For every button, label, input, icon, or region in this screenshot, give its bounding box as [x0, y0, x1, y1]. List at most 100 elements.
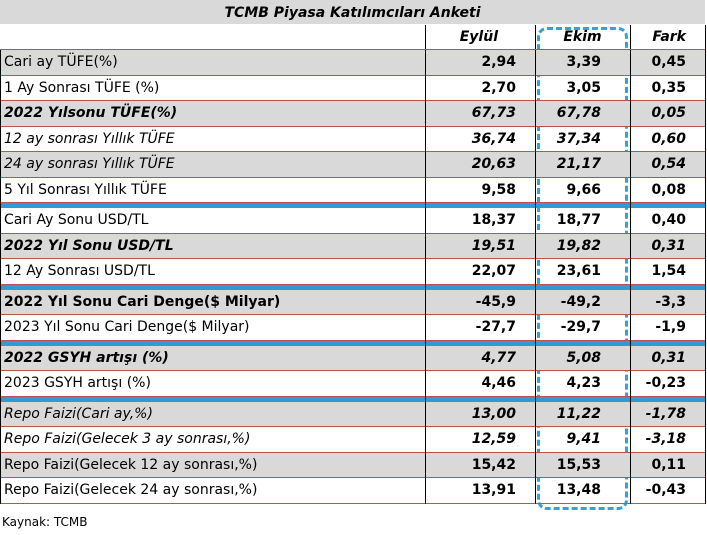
cell-value: 9,41	[566, 431, 601, 447]
cell-value: 0,40	[651, 212, 686, 228]
cell-value: 21,17	[556, 156, 601, 172]
cell-value: -3,18	[645, 431, 686, 447]
cell-value: 0,05	[651, 105, 686, 121]
row-label: 2022 Yılsonu TÜFE(%)	[4, 105, 178, 121]
cell-value: 0,11	[651, 456, 686, 473]
column-border	[535, 25, 536, 504]
column-border	[0, 50, 1, 504]
cell-value: -0,43	[645, 482, 686, 498]
cell-value: 67,73	[471, 105, 516, 121]
table-row	[0, 208, 705, 234]
cell-value: 2,70	[481, 79, 516, 96]
row-label: 1 Ay Sonrası TÜFE (%)	[4, 79, 160, 96]
column-header: Eylül	[459, 29, 498, 45]
row-label: Repo Faizi(Gelecek 24 ay sonrası,%)	[4, 482, 258, 498]
cell-value: 18,77	[556, 212, 601, 228]
row-label: 12 ay sonrası Yıllık TÜFE	[4, 130, 175, 147]
title: TCMB Piyasa Katılımcıları Anketi	[224, 5, 481, 21]
cell-value: 0,35	[651, 79, 686, 96]
cell-value: 19,82	[556, 237, 601, 254]
table-row	[0, 152, 705, 178]
cell-value: -1,78	[645, 405, 686, 422]
row-label: 2023 GSYH artışı (%)	[4, 375, 151, 391]
cell-value: 15,42	[471, 456, 516, 473]
cell-value: 1,54	[651, 263, 686, 279]
cell-value: 0,45	[651, 54, 686, 70]
row-label: 2022 Yıl Sonu Cari Denge($ Milyar)	[4, 293, 281, 310]
row-label: Cari ay TÜFE(%)	[4, 54, 118, 70]
cell-value: 0,54	[651, 156, 686, 172]
row-label: 2023 Yıl Sonu Cari Denge($ Milyar)	[4, 319, 250, 335]
table-row	[0, 478, 705, 504]
table-row	[0, 427, 705, 453]
group-separator	[0, 284, 705, 290]
highlight-box	[537, 27, 628, 510]
cell-value: 18,37	[471, 212, 516, 228]
column-border	[705, 25, 706, 504]
cell-value: 37,34	[556, 130, 601, 147]
table-row	[0, 401, 705, 427]
cell-value: 3,05	[566, 79, 601, 96]
row-label: Repo Faizi(Gelecek 12 ay sonrası,%)	[4, 456, 258, 473]
cell-value: 2,94	[481, 54, 516, 70]
row-label: Repo Faizi(Cari ay,%)	[4, 405, 153, 422]
cell-value: 36,74	[471, 130, 516, 147]
cell-value: 5,08	[566, 349, 601, 366]
row-label: 2022 Yıl Sonu USD/TL	[4, 237, 174, 254]
row-label: 12 Ay Sonrası USD/TL	[4, 263, 155, 279]
cell-value: -1,9	[655, 319, 686, 335]
cell-value: -27,7	[475, 319, 516, 335]
cell-value: 20,63	[471, 156, 516, 172]
column-header: Ekim	[563, 29, 602, 45]
cell-value: 13,48	[556, 482, 601, 498]
row-label: Cari Ay Sonu USD/TL	[4, 212, 149, 228]
table-row	[0, 127, 705, 152]
cell-value: 9,66	[566, 181, 601, 198]
header-border	[0, 25, 705, 50]
cell-value: 0,31	[651, 349, 686, 366]
cell-value: -49,2	[560, 293, 601, 310]
column-border	[425, 25, 426, 504]
cell-value: -0,23	[645, 375, 686, 391]
cell-value: -45,9	[475, 293, 516, 310]
table-row	[0, 50, 705, 76]
cell-value: 9,58	[481, 181, 516, 198]
cell-value: 3,39	[566, 54, 601, 70]
cell-value: 4,23	[566, 375, 601, 391]
table-row	[0, 452, 705, 478]
cell-value: -29,7	[560, 319, 601, 335]
table-row	[0, 259, 705, 285]
cell-value: 0,08	[651, 181, 686, 198]
table-row	[0, 178, 705, 203]
cell-value: 13,91	[471, 482, 516, 498]
table-row	[0, 101, 705, 127]
cell-value: 11,22	[556, 405, 601, 422]
table-row	[0, 315, 705, 341]
cell-value: 12,59	[471, 431, 516, 447]
cell-value: 0,31	[651, 237, 686, 254]
group-separator	[0, 396, 705, 402]
cell-value: 23,61	[556, 263, 601, 279]
row-label: 24 ay sonrası Yıllık TÜFE	[4, 156, 175, 172]
row-label: 2022 GSYH artışı (%)	[4, 349, 169, 366]
cell-value: 4,46	[481, 375, 516, 391]
cell-value: 19,51	[471, 237, 516, 254]
table-row	[0, 233, 705, 259]
cell-value: -3,3	[655, 293, 686, 310]
cell-value: 13,00	[471, 405, 516, 422]
source: Kaynak: TCMB	[2, 515, 88, 529]
cell-value: 67,78	[556, 105, 601, 121]
column-header: Fark	[652, 29, 686, 45]
cell-value: 4,77	[481, 349, 516, 366]
column-border	[630, 25, 631, 504]
title-row	[0, 0, 705, 24]
group-separator	[0, 203, 705, 208]
cell-value: 22,07	[471, 263, 516, 279]
table-row	[0, 289, 705, 315]
cell-value: 15,53	[556, 456, 601, 473]
row-label: 5 Yıl Sonrası Yıllık TÜFE	[4, 181, 167, 198]
cell-value: 0,60	[651, 130, 686, 147]
table-row	[0, 345, 705, 371]
group-separator	[0, 340, 705, 346]
